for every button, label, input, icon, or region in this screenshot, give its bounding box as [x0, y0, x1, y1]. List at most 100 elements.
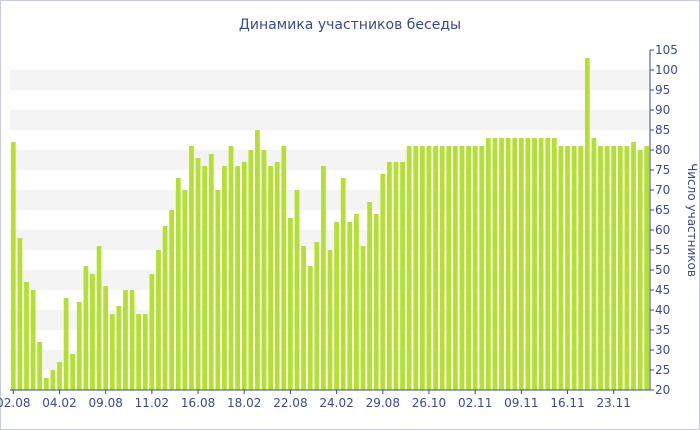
bar [321, 166, 326, 390]
bar [551, 138, 557, 390]
bar [195, 158, 201, 390]
x-tick-label: 29.08 [366, 396, 400, 410]
bar [123, 290, 128, 390]
bar [50, 370, 56, 390]
x-tick-label: 02.11 [458, 396, 492, 410]
bar [288, 218, 293, 390]
bar [228, 146, 234, 390]
x-ticks: 02.08 04.02 09.08 11.02 16.08 18.02 22.08 24.02… [0, 390, 631, 410]
bar [189, 146, 194, 390]
bar [413, 146, 419, 390]
bar [96, 246, 102, 390]
bar [294, 190, 300, 390]
bar [70, 354, 76, 390]
x-tick-label: 22.08 [273, 396, 307, 410]
y-axis-label: Число участников [685, 163, 699, 277]
y-tick-label: 105 [655, 43, 678, 57]
bar [426, 146, 432, 390]
y-tick-label: 75 [655, 163, 670, 177]
bar [492, 138, 498, 390]
bar [558, 146, 564, 390]
bar [274, 162, 280, 390]
bar [202, 166, 208, 390]
y-tick-label: 50 [655, 263, 670, 277]
bar [103, 286, 109, 390]
bar [525, 138, 531, 390]
y-tick-label: 60 [655, 223, 670, 237]
bar [479, 146, 485, 390]
bar [222, 166, 227, 390]
bar [129, 290, 135, 390]
x-tick-label: 26.10 [412, 396, 446, 410]
y-tick-label: 45 [655, 283, 670, 297]
x-tick-label: 02.08 [0, 396, 30, 410]
bar [505, 138, 511, 390]
y-tick-label: 90 [655, 103, 670, 117]
bar [611, 146, 617, 390]
x-tick-label: 24.02 [319, 396, 353, 410]
bar [10, 142, 16, 390]
bar [24, 282, 29, 390]
bars [10, 58, 650, 390]
bar [235, 166, 240, 390]
bar [30, 290, 36, 390]
bar [175, 178, 181, 390]
bar [604, 146, 610, 390]
bar [439, 146, 445, 390]
bar [545, 138, 551, 390]
bar [644, 146, 650, 390]
bar [109, 314, 115, 390]
bar [472, 146, 478, 390]
bar [466, 146, 471, 390]
bar [532, 138, 537, 390]
y-tick-label: 30 [655, 343, 670, 357]
bar [387, 162, 392, 390]
bar [406, 146, 412, 390]
x-tick-label: 09.08 [88, 396, 122, 410]
bar [360, 246, 366, 390]
y-tick-label: 95 [655, 83, 670, 97]
bar [43, 378, 49, 390]
bar [512, 138, 518, 390]
bar [281, 146, 287, 390]
bar [380, 174, 386, 390]
y-tick-label: 85 [655, 123, 670, 137]
bar [452, 146, 458, 390]
bar [37, 342, 43, 390]
y-tick-label: 40 [655, 303, 670, 317]
bar [142, 314, 148, 390]
x-tick-label: 09.11 [504, 396, 538, 410]
y-tick-label: 80 [655, 143, 670, 157]
bar [571, 146, 577, 390]
bar [591, 138, 597, 390]
bar [208, 154, 214, 390]
background-band [10, 110, 650, 130]
bar [367, 202, 372, 390]
y-tick-label: 35 [655, 323, 670, 337]
x-tick-label: 18.02 [227, 396, 261, 410]
x-tick-label: 16.11 [550, 396, 584, 410]
x-tick-label: 04.02 [42, 396, 76, 410]
bar [499, 138, 504, 390]
y-tick-label: 70 [655, 183, 670, 197]
bar [314, 242, 320, 390]
background-band [10, 70, 650, 90]
bar [215, 190, 221, 390]
bar [268, 166, 273, 390]
bar [446, 146, 452, 390]
bar [83, 266, 89, 390]
bar [169, 210, 175, 390]
bar [340, 178, 346, 390]
bar [57, 362, 62, 390]
bar [459, 146, 465, 390]
x-tick-label: 16.08 [181, 396, 215, 410]
bar [136, 314, 142, 390]
bar [598, 146, 603, 390]
y-tick-label: 65 [655, 203, 670, 217]
bar [393, 162, 399, 390]
bar [255, 130, 260, 390]
chart-title: Динамика участников беседы [239, 17, 461, 33]
bar [156, 250, 161, 390]
y-tick-label: 20 [655, 383, 670, 397]
